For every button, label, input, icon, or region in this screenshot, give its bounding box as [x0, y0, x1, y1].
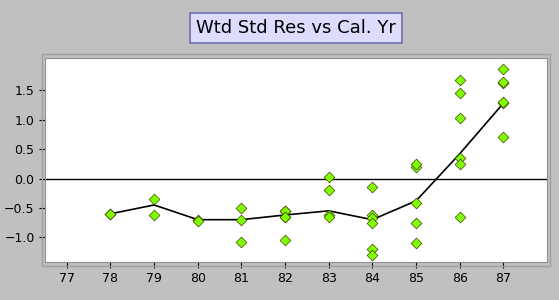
Point: [455, 161, 464, 166]
Point: [106, 212, 115, 216]
Point: [281, 208, 290, 213]
Point: [324, 188, 333, 193]
Point: [106, 212, 115, 216]
Point: [368, 185, 377, 190]
Point: [499, 135, 508, 140]
Point: [281, 208, 290, 213]
Point: [150, 197, 159, 202]
Point: [193, 218, 202, 223]
Point: [411, 241, 420, 246]
Text: Wtd Std Res vs Cal. Yr: Wtd Std Res vs Cal. Yr: [196, 19, 396, 37]
Point: [281, 214, 290, 219]
Point: [281, 238, 290, 243]
Point: [237, 240, 246, 244]
Point: [499, 100, 508, 104]
Point: [455, 77, 464, 82]
Point: [499, 101, 508, 106]
Point: [368, 247, 377, 251]
Point: [324, 214, 333, 219]
Point: [411, 164, 420, 169]
Point: [499, 66, 508, 71]
Point: [455, 116, 464, 120]
Point: [150, 213, 159, 218]
Point: [368, 220, 377, 225]
Point: [368, 216, 377, 221]
Point: [455, 91, 464, 96]
Point: [499, 79, 508, 84]
Point: [324, 175, 333, 180]
Point: [237, 217, 246, 222]
Point: [237, 206, 246, 210]
Point: [368, 253, 377, 257]
Point: [455, 214, 464, 219]
Point: [324, 213, 333, 218]
Point: [281, 214, 290, 219]
Point: [368, 213, 377, 218]
Point: [411, 220, 420, 225]
Point: [499, 81, 508, 86]
Point: [411, 161, 420, 166]
Point: [455, 155, 464, 160]
Point: [193, 217, 202, 222]
Point: [411, 201, 420, 206]
